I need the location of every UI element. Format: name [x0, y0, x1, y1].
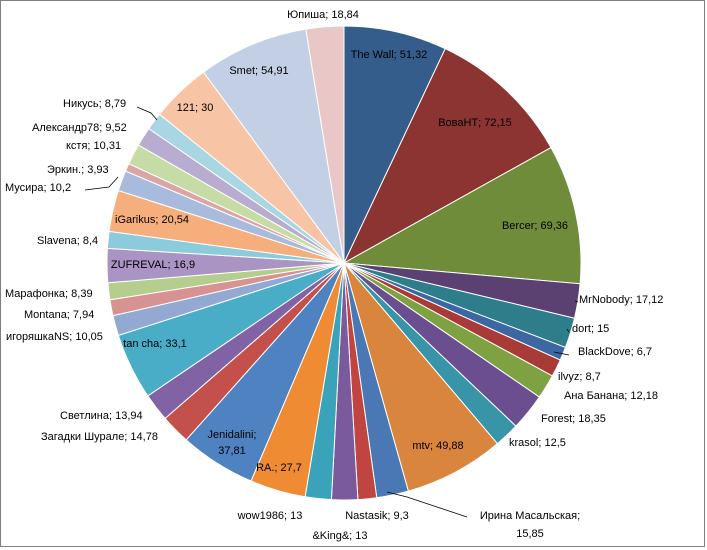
data-label-22: Марафонка; 8,39	[5, 288, 93, 300]
data-label-8: Forest; 18,35	[541, 413, 606, 425]
data-label-19: tan cha; 33,1	[123, 338, 187, 350]
data-label-23: ZUFREVAL; 16,9	[111, 259, 195, 271]
pie-slice-1[interactable]	[342, 48, 552, 265]
data-label-13: &King&; 13	[312, 530, 367, 542]
pie-slice-33[interactable]	[305, 25, 345, 264]
leader-line-5	[553, 351, 570, 356]
data-label-6: ilvyz; 8,7	[558, 371, 601, 383]
data-label-18: Светлина; 13,94	[60, 410, 143, 422]
data-label-33: Юпиша; 18,84	[287, 9, 359, 21]
leader-line-3	[574, 300, 579, 303]
data-label-0: The Wall; 51,32	[351, 49, 428, 61]
data-label-24: Slavena; 8,4	[37, 235, 98, 247]
data-label-9: krasol; 12,5	[509, 437, 566, 449]
data-label-27: Эркин.; 3,93	[47, 164, 109, 176]
data-label-14: wow1986; 13	[237, 510, 303, 522]
data-label-11: Ирина Масальская; 15,85	[480, 510, 580, 540]
data-label-25: iGarikus; 20,54	[115, 214, 189, 226]
data-label-32: Smet; 54,91	[229, 65, 288, 77]
data-label-1: ВоваНТ; 72,15	[438, 117, 512, 129]
data-label-28: кстя; 10,31	[66, 140, 121, 152]
data-label-20: игоряшкаNS; 10,05	[6, 331, 103, 343]
pie-slice-2[interactable]	[342, 146, 582, 285]
data-label-4: dort; 15	[572, 323, 609, 335]
leader-line-26	[84, 176, 119, 191]
data-label-31: 121; 30	[177, 102, 214, 114]
data-label-26: Мусира; 10,2	[5, 182, 71, 194]
data-label-10: mtv; 49,88	[412, 440, 463, 452]
data-label-2: Bercer; 69,36	[502, 220, 568, 232]
leader-line-4	[566, 328, 570, 333]
data-label-30: Никусь; 8,79	[63, 98, 126, 110]
pie-slice-32[interactable]	[202, 28, 345, 264]
leader-line-30	[136, 106, 158, 121]
data-label-21: Montana; 7,94	[24, 309, 94, 321]
data-label-15: RA.; 27,7	[256, 462, 302, 474]
data-label-17: Загадки Шурале; 14,78	[41, 431, 158, 443]
data-label-29: Александр78; 9,52	[32, 122, 127, 134]
data-label-3: MrNobody; 17,12	[579, 294, 663, 306]
data-label-12: Nastasik; 9,3	[345, 510, 409, 522]
pie-slice-0[interactable]	[343, 25, 446, 264]
leader-line-11	[386, 491, 468, 518]
data-label-16: Jenidalini; 37,81	[208, 429, 257, 457]
data-label-7: Ана Банана; 12,18	[564, 390, 658, 402]
data-label-5: BlackDove; 6,7	[578, 346, 652, 358]
